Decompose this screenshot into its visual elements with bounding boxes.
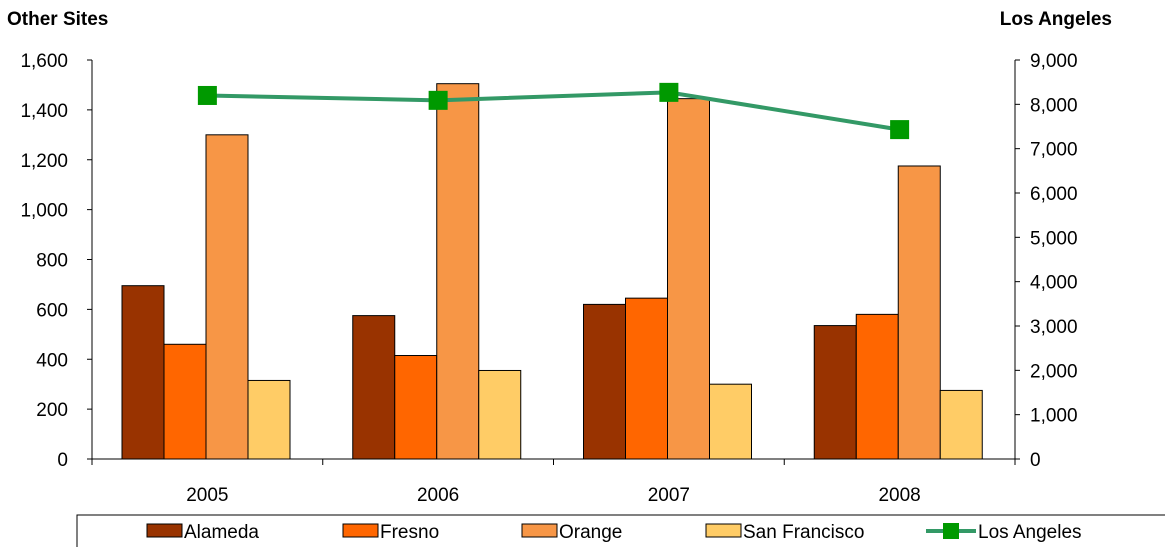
left-tick-label: 200	[36, 400, 68, 421]
right-tick-label: 1,000	[1030, 406, 1078, 427]
line-marker	[197, 85, 217, 105]
right-tick-label: 2,000	[1030, 361, 1078, 382]
line-los-angeles	[207, 90, 900, 132]
bar-fresno	[394, 355, 438, 460]
right-tick-label: 0	[1030, 450, 1041, 471]
right-tick-label: 8,000	[1030, 95, 1078, 116]
legend-swatch-alameda	[146, 523, 183, 538]
right-axis-title: Los Angeles	[1000, 9, 1112, 30]
bar-fresno	[163, 343, 207, 460]
bar-san-francisco	[247, 379, 291, 460]
left-tick-label: 800	[36, 251, 68, 272]
legend-box	[76, 514, 1165, 547]
bar-san-francisco	[939, 389, 983, 460]
legend-marker-los-angeles	[943, 523, 959, 539]
bar-fresno	[625, 297, 668, 460]
bar-alameda	[352, 315, 396, 460]
line-marker	[890, 120, 910, 140]
legend-swatch-fresno	[342, 523, 379, 538]
left-axis: 0 200 400 600 800 1,000 1,200 1,400 1,600	[20, 51, 93, 471]
x-tick-label: 2006	[417, 485, 459, 506]
bar-orange	[436, 83, 480, 460]
bar-orange	[667, 98, 710, 460]
right-tick-label: 7,000	[1030, 140, 1078, 161]
legend-swatch-san-francisco	[705, 523, 742, 538]
bar-alameda	[583, 303, 626, 460]
line-marker	[428, 90, 448, 110]
left-tick-label: 400	[36, 350, 68, 371]
bars	[121, 83, 983, 460]
legend: Alameda Fresno Orange San Francisco Los Ange…	[76, 514, 1165, 547]
bar-alameda	[813, 325, 857, 460]
bar-fresno	[855, 313, 899, 460]
bar-orange	[897, 165, 941, 460]
right-tick-label: 4,000	[1030, 273, 1078, 294]
legend-label-alameda: Alameda	[184, 522, 259, 543]
right-axis: 0 1,000 2,000 3,000 4,000 5,000 6,000 7,000 8,00…	[1014, 51, 1078, 471]
right-tick-label: 5,000	[1030, 228, 1078, 249]
legend-label-fresno: Fresno	[380, 522, 439, 543]
x-tick-label: 2005	[186, 485, 228, 506]
left-tick-label: 1,200	[20, 151, 68, 172]
left-tick-label: 600	[36, 300, 68, 321]
bar-san-francisco	[709, 383, 752, 460]
x-axis: 2005 2006 2007 2008	[91, 458, 1016, 506]
bar-orange	[205, 134, 249, 460]
left-tick-label: 1,600	[20, 51, 68, 72]
bar-alameda	[121, 285, 165, 460]
right-tick-label: 3,000	[1030, 317, 1078, 338]
right-tick-label: 9,000	[1030, 51, 1078, 72]
legend-label-los-angeles: Los Angeles	[978, 522, 1082, 543]
bar-san-francisco	[478, 369, 522, 460]
right-tick-label: 6,000	[1030, 184, 1078, 205]
line-marker	[659, 82, 679, 102]
legend-label-san-francisco: San Francisco	[743, 522, 864, 543]
legend-label-orange: Orange	[559, 522, 622, 543]
left-tick-label: 1,400	[20, 101, 68, 122]
left-axis-title: Other Sites	[7, 9, 108, 30]
x-tick-label: 2008	[878, 485, 920, 506]
left-tick-label: 0	[57, 450, 68, 471]
left-tick-label: 1,000	[20, 201, 68, 222]
legend-swatch-orange	[521, 523, 558, 538]
line-series	[197, 82, 910, 140]
x-tick-label: 2007	[648, 485, 690, 506]
